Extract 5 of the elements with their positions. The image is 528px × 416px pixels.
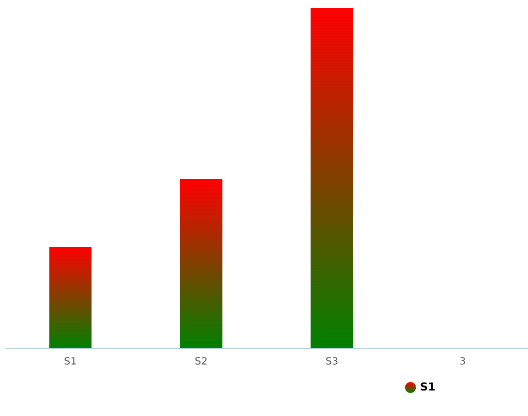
x-tick-label: S3: [326, 356, 338, 368]
x-tick-label: S1: [64, 356, 77, 368]
x-tick-label: S2: [194, 356, 208, 368]
x-tick-label: 3: [459, 356, 466, 368]
legend-label: S1: [420, 380, 436, 394]
